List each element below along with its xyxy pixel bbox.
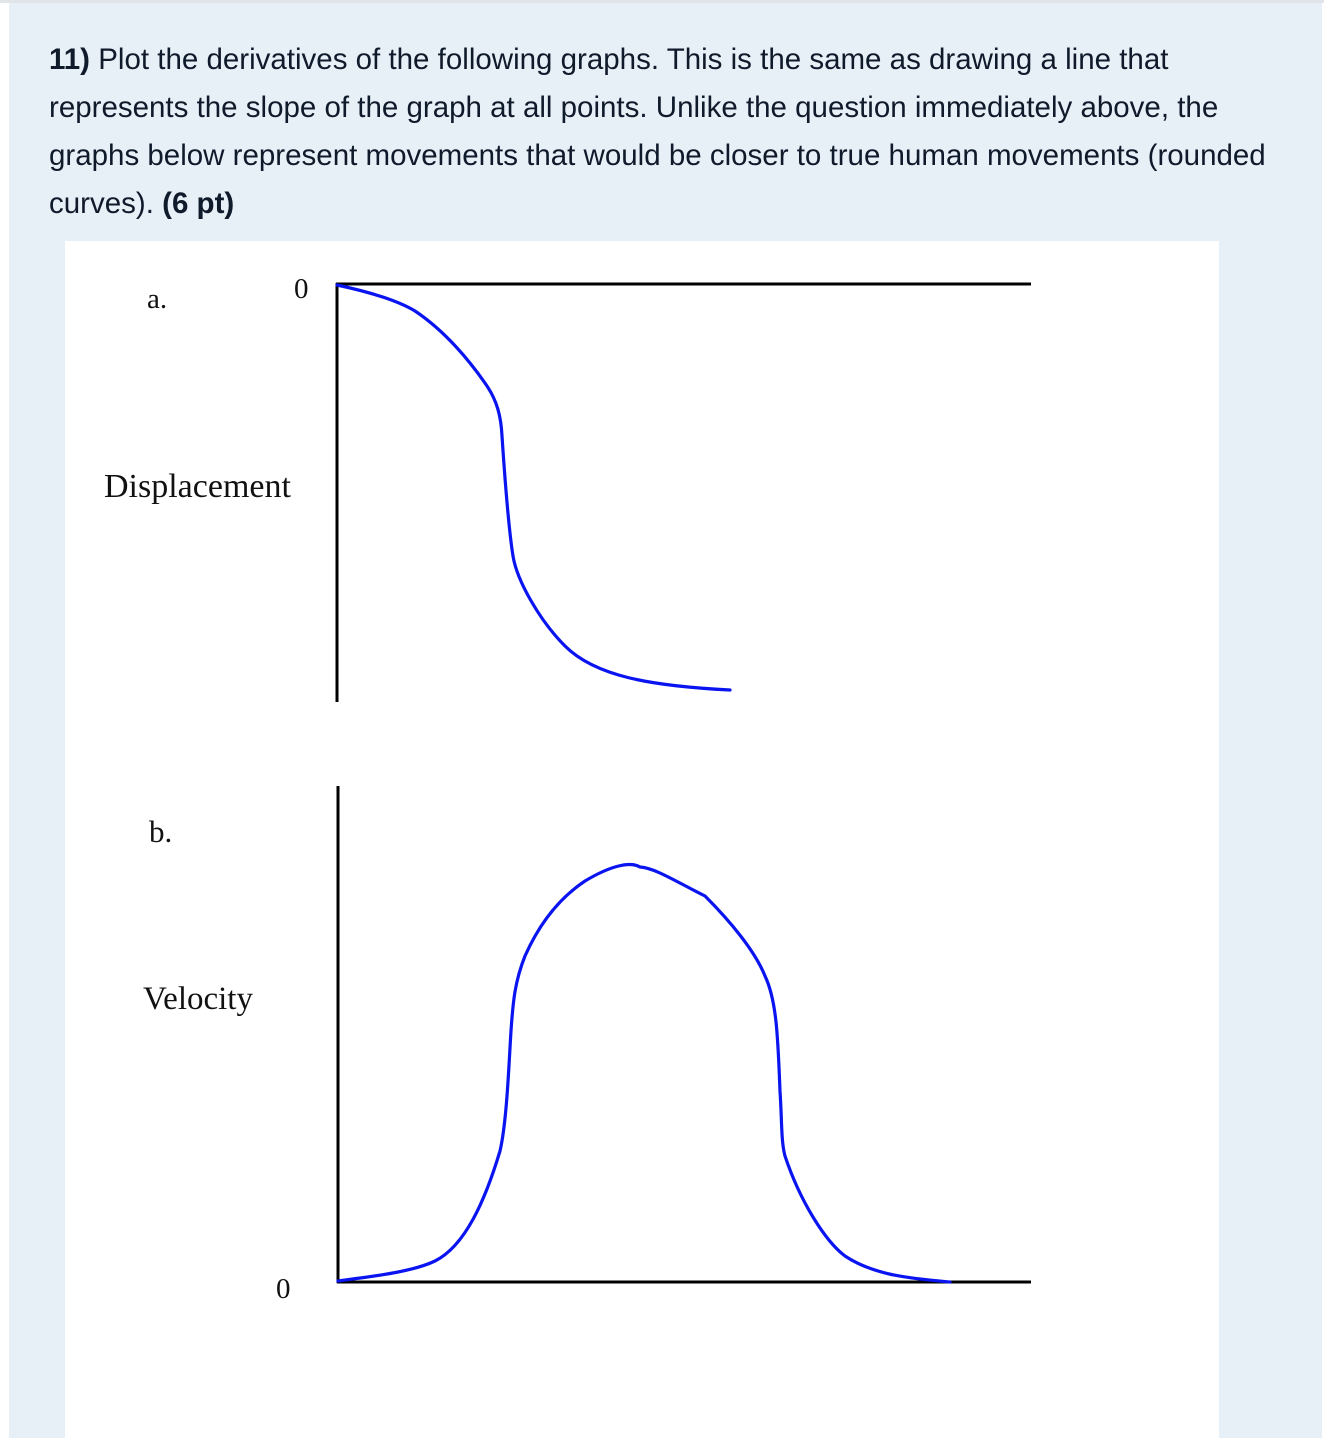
question-points: (6 pt)	[162, 187, 235, 220]
top-border	[0, 0, 1324, 3]
graph-a-y-label: Displacement	[104, 468, 291, 505]
velocity-curve	[336, 862, 952, 1284]
graphs-figure: a. 0 Displacement b. Velocity 0	[65, 241, 1219, 1438]
question-body: Plot the derivatives of the following gr…	[49, 43, 1266, 220]
graph-b-label: b.	[149, 814, 173, 849]
graph-b-zero-label: 0	[276, 1273, 291, 1305]
graph-b-y-label: Velocity	[143, 981, 253, 1017]
displacement-curve	[335, 283, 732, 692]
graph-a-zero-label: 0	[294, 273, 309, 305]
question-number: 11)	[49, 43, 91, 76]
graph-a-label: a.	[147, 283, 168, 315]
graph-b-axes	[336, 786, 1031, 1284]
question-text: 11) Plot the derivatives of the followin…	[49, 36, 1299, 228]
displacement-graph	[335, 282, 1031, 1284]
graph-a-axes	[335, 282, 1031, 702]
